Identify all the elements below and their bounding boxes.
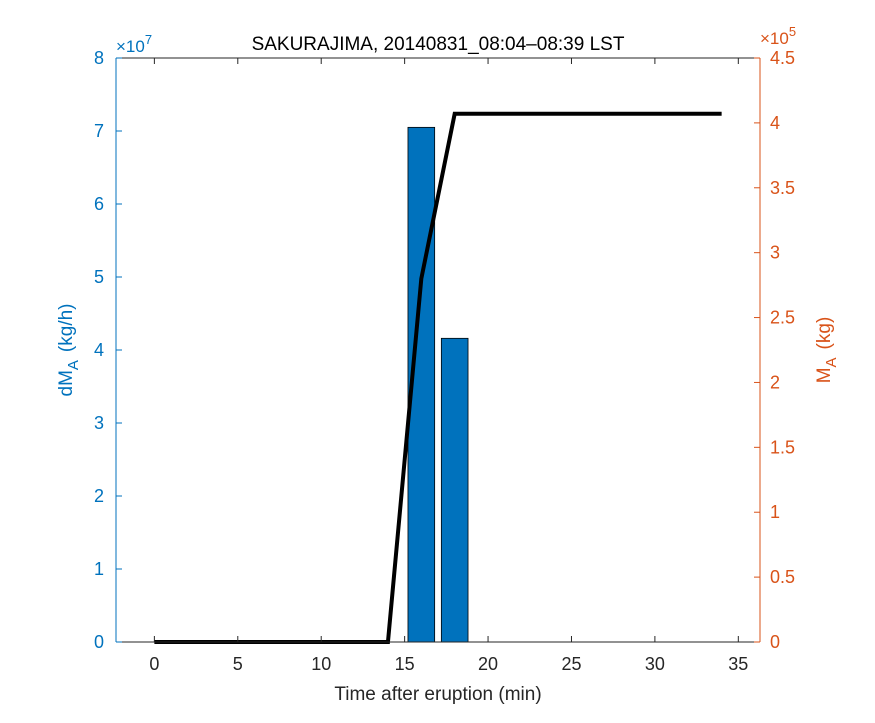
y-right-tick-label: 4.5: [770, 48, 795, 68]
x-tick-label: 25: [561, 654, 581, 674]
y-right-tick-label: 3.5: [770, 178, 795, 198]
y-left-tick-label: 7: [94, 121, 104, 141]
x-tick-label: 5: [233, 654, 243, 674]
y-axis-left-label: dMA (kg/h): [56, 304, 82, 397]
y-right-exponent: ×105: [760, 24, 796, 48]
y-right-tick-label: 3: [770, 243, 780, 263]
y-axis-right: 0 0.5 1 1.5 2 2.5 3 3.5 4 4.5: [754, 48, 795, 652]
y-right-label-unit: (kg): [814, 317, 835, 350]
y-right-tick-label: 0: [770, 632, 780, 652]
x-tick-label: 15: [395, 654, 415, 674]
y-axis-right-label: MA (kg): [814, 317, 840, 384]
y-right-tick-label: 2: [770, 372, 780, 392]
y-left-label-main: dM: [56, 370, 77, 396]
y-left-tick-label: 2: [94, 486, 104, 506]
y-right-tick-label: 2.5: [770, 308, 795, 328]
y-left-exponent: ×107: [116, 32, 152, 56]
y-right-exponent-base: ×10: [760, 29, 789, 48]
y-left-exponent-base: ×10: [116, 37, 145, 56]
x-tick-label: 35: [728, 654, 748, 674]
y-right-exponent-power: 5: [789, 24, 796, 39]
y-right-label-subscript: A: [823, 357, 840, 367]
y-right-tick-label: 0.5: [770, 567, 795, 587]
y-right-tick-label: 1: [770, 502, 780, 522]
y-left-tick-label: 0: [94, 632, 104, 652]
x-tick-label: 20: [478, 654, 498, 674]
y-left-label-unit: (kg/h): [56, 304, 77, 353]
y-left-tick-label: 5: [94, 267, 104, 287]
y-right-tick-label: 4: [770, 113, 780, 133]
bar: [440, 337, 469, 643]
y-right-tick-label: 1.5: [770, 437, 795, 457]
y-left-tick-label: 3: [94, 413, 104, 433]
y-right-label-main: M: [814, 367, 835, 383]
y-left-tick-label: 8: [94, 48, 104, 68]
x-tick-label: 30: [645, 654, 665, 674]
x-tick-label: 0: [149, 654, 159, 674]
chart-title: SAKURAJIMA, 20140831_08:04–08:39 LST: [252, 34, 625, 55]
y-axis-left: 0 1 2 3 4 5 6 7 8: [94, 48, 122, 652]
x-axis: 0 5 10 15 20 25 30 35: [116, 57, 760, 674]
y-left-exponent-power: 7: [145, 32, 152, 47]
y-left-tick-label: 4: [94, 340, 104, 360]
x-tick-label: 10: [311, 654, 331, 674]
y-left-tick-label: 1: [94, 559, 104, 579]
y-left-tick-label: 6: [94, 194, 104, 214]
x-axis-label: Time after eruption (min): [334, 684, 541, 705]
y-left-label-subscript: A: [65, 360, 82, 370]
